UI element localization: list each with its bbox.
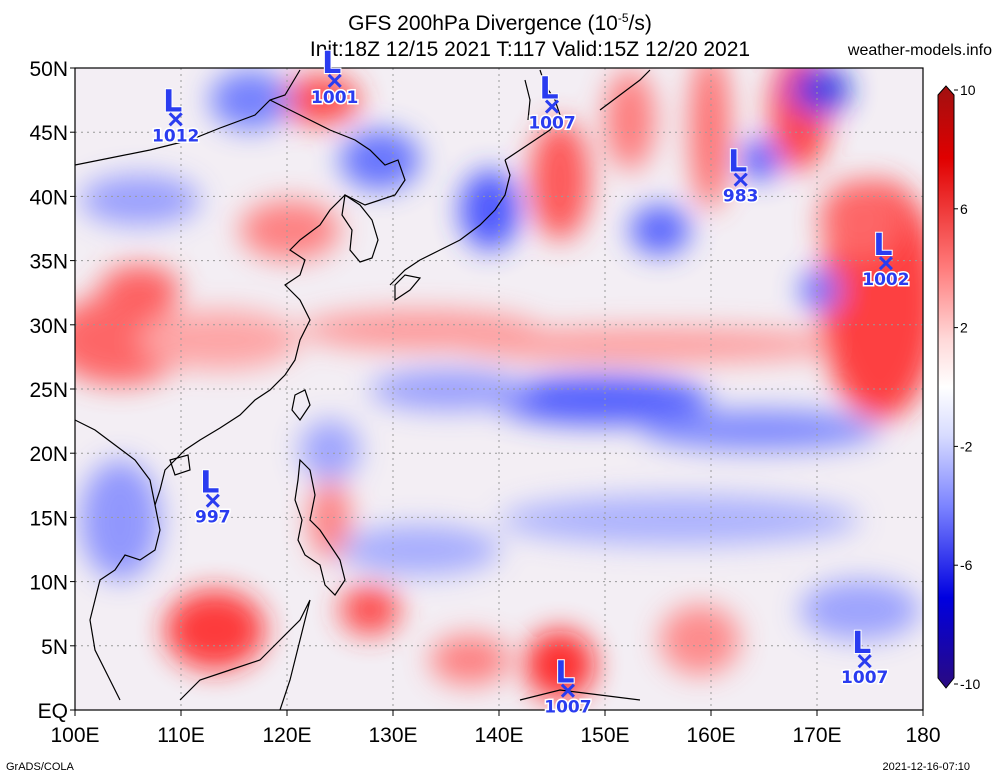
lat-tick-label: 25N [29,379,68,402]
colorbar-tick-label: 2 [960,320,968,336]
low-letter: L [200,466,219,501]
low-center-x [857,654,872,669]
low-center-x [168,112,183,127]
colorbar-tick-label: -10 [960,676,980,692]
lon-tick-label: 120E [262,724,311,747]
lat-tick-label: 50N [29,58,68,81]
colorbar-tick-label: -6 [960,557,973,573]
low-pressure-value: 997 [195,508,231,528]
lat-tick-label: 5N [41,636,68,659]
low-marker: L 1002 [861,227,911,292]
low-marker: L 1007 [543,655,593,720]
divergence-field [75,68,923,710]
longitude-axis: 100E 110E 120E 130E 140E 150E 160E 170E 180 [50,710,941,747]
colorbar-tick-label: -2 [960,438,973,454]
lon-tick-label: 110E [157,724,205,747]
timestamp: 2021-12-16-07:10 [882,761,970,773]
low-letter: L [852,626,871,661]
low-pressure-value: 1012 [152,126,199,146]
colorbar-tick-label: 6 [960,201,968,217]
lon-tick-label: 170E [792,724,841,747]
colorbar-labels: 10 6 2 -2 -6 -10 [954,82,980,692]
lat-tick-label: 10N [29,572,68,595]
coastlines [75,69,651,710]
low-pressure-value: 1007 [841,668,888,688]
low-marker: L 983 [721,144,760,209]
low-center-x [327,73,342,88]
lon-tick-label: 100E [50,724,99,747]
lat-tick-label: 20N [29,443,68,466]
low-letter: L [728,145,747,180]
lat-tick-label: 15N [29,507,68,530]
lat-tick-label: 40N [29,186,68,209]
lat-tick-label: 30N [29,315,68,338]
low-marker: L 1007 [840,625,890,690]
low-letter: L [539,72,558,107]
colorbar-tick-label: 10 [960,82,976,98]
low-pressure-markers: L 1012 L 1001 L 1007 L 983 L 1002 L 997 L 1007 L 1007 [151,45,912,720]
low-center-x [544,99,560,114]
low-pressure-value: 1007 [544,698,591,718]
low-letter: L [873,228,892,263]
low-pressure-value: 1007 [528,114,575,134]
site-credit: weather-models.info [847,42,992,59]
low-marker: L 1001 [310,45,360,110]
low-letter: L [163,84,182,119]
lon-tick-label: 140E [474,724,523,747]
colorbar: 10 6 2 -2 -6 -10 [937,82,980,692]
low-pressure-value: 983 [723,187,759,207]
software-credit: GrADS/COLA [6,761,74,773]
low-center-x [560,683,575,698]
low-letter: L [555,656,574,691]
chart-subtitle: Init:18Z 12/15 2021 T:117 Valid:15Z 12/2… [309,38,751,61]
latitude-axis: 50N 45N 40N 35N 30N 25N 20N 15N 10N 5N EQ [29,58,75,723]
low-pressure-value: 1002 [862,270,909,290]
chart-title: GFS 200hPa Divergence (10-5/s) [348,11,652,35]
low-pressure-value: 1001 [311,88,358,108]
low-center-x [733,172,748,187]
lon-tick-label: 150E [580,724,629,747]
low-marker: L 1012 [151,83,201,148]
low-marker: L 997 [194,465,233,530]
low-letter: L [322,46,341,81]
lat-tick-label: EQ [38,700,68,723]
low-marker: L 1007 [527,71,577,136]
lon-tick-label: 160E [686,724,735,747]
low-center-x [878,256,893,271]
low-center-x [205,493,220,508]
lon-tick-label: 130E [368,724,417,747]
gridlines [75,68,923,710]
lat-tick-label: 35N [29,251,68,274]
colorbar-ramp [937,85,955,689]
lat-tick-label: 45N [29,122,68,145]
lon-tick-label: 180 [905,724,940,747]
